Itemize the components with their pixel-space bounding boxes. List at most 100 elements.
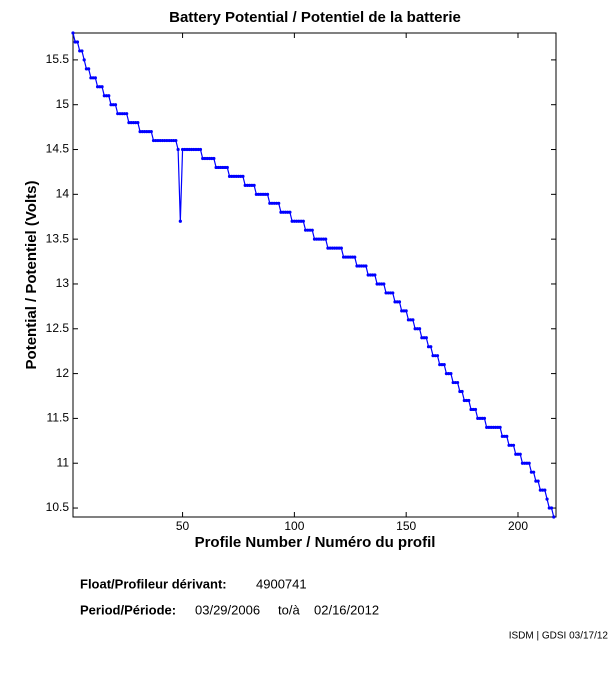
data-point — [431, 354, 435, 358]
data-point — [160, 138, 165, 143]
data-point — [131, 121, 135, 125]
data-point — [221, 165, 225, 170]
data-point — [391, 291, 395, 295]
data-point — [125, 112, 129, 116]
data-point — [344, 255, 348, 259]
data-point — [109, 103, 113, 107]
data-point — [236, 174, 241, 179]
data-point — [227, 174, 232, 179]
data-point — [482, 416, 487, 421]
data-point — [384, 291, 388, 295]
data-point — [333, 246, 337, 250]
chart-title: Battery Potential / Potentiel de la batt… — [169, 9, 461, 26]
data-point — [272, 201, 276, 205]
data-point — [303, 228, 308, 232]
data-point — [212, 156, 216, 161]
data-point — [348, 255, 352, 259]
y-tick-label: 13.5 — [46, 231, 70, 245]
data-point — [471, 407, 475, 412]
data-point — [129, 121, 133, 125]
data-point — [75, 40, 80, 44]
data-point — [134, 121, 138, 125]
data-point — [478, 416, 482, 421]
data-point — [462, 398, 466, 403]
y-tick-label: 14 — [56, 187, 70, 201]
data-point — [245, 183, 250, 187]
data-point — [256, 192, 261, 196]
float-id: 4900741 — [256, 576, 307, 591]
data-point — [198, 147, 203, 152]
data-point — [80, 49, 84, 53]
y-tick-label: 12 — [56, 366, 70, 380]
period-sep: to/à — [278, 602, 300, 617]
data-point — [263, 192, 267, 196]
data-point — [295, 219, 299, 223]
data-point — [127, 121, 131, 125]
data-point — [84, 67, 89, 71]
data-point — [355, 264, 359, 268]
data-point — [373, 273, 377, 277]
data-point — [330, 246, 334, 250]
data-point — [265, 192, 270, 196]
data-point — [279, 210, 283, 214]
data-point — [514, 452, 518, 456]
data-point — [532, 470, 536, 474]
data-point — [543, 488, 547, 492]
data-point — [169, 138, 173, 143]
data-point — [156, 138, 160, 143]
data-point — [350, 255, 355, 259]
data-point — [397, 300, 402, 304]
data-point — [234, 174, 238, 179]
data-point — [489, 425, 493, 429]
y-tick-label: 15 — [56, 97, 70, 111]
data-point — [453, 380, 457, 385]
data-point — [299, 219, 303, 223]
data-point — [502, 434, 507, 438]
data-point — [281, 210, 285, 214]
data-point — [154, 138, 158, 143]
data-point — [467, 398, 471, 403]
data-point — [111, 103, 115, 107]
data-point — [400, 309, 404, 313]
y-tick-label: 14.5 — [46, 142, 70, 156]
data-point — [523, 461, 527, 465]
data-point — [187, 147, 191, 152]
data-point — [353, 255, 357, 259]
data-point — [297, 219, 301, 223]
data-point — [509, 443, 513, 447]
data-point — [547, 506, 551, 510]
data-point — [366, 273, 370, 277]
data-point — [301, 219, 305, 223]
data-point — [315, 237, 319, 241]
data-point — [223, 165, 227, 170]
data-point — [339, 246, 343, 250]
data-point — [335, 246, 339, 250]
data-point — [540, 488, 545, 492]
data-point — [404, 309, 408, 313]
data-point — [142, 129, 147, 134]
data-point — [165, 138, 169, 143]
data-point — [207, 156, 212, 161]
data-point — [525, 461, 529, 465]
data-point — [250, 183, 254, 187]
data-point — [290, 219, 294, 223]
data-point — [451, 380, 455, 385]
data-point — [415, 327, 419, 331]
data-point — [487, 425, 491, 429]
data-point — [243, 183, 247, 187]
data-point — [422, 336, 426, 340]
data-point — [324, 237, 328, 241]
data-point — [277, 201, 281, 205]
data-point — [458, 389, 462, 394]
data-point — [73, 40, 77, 44]
data-point — [337, 246, 341, 250]
data-point — [480, 416, 484, 421]
data-point — [429, 345, 433, 349]
data-point — [183, 147, 187, 152]
data-point — [176, 147, 180, 152]
data-point — [93, 76, 97, 80]
data-point — [520, 461, 525, 465]
data-point — [308, 228, 312, 232]
data-point — [189, 147, 194, 152]
data-point — [402, 309, 406, 313]
